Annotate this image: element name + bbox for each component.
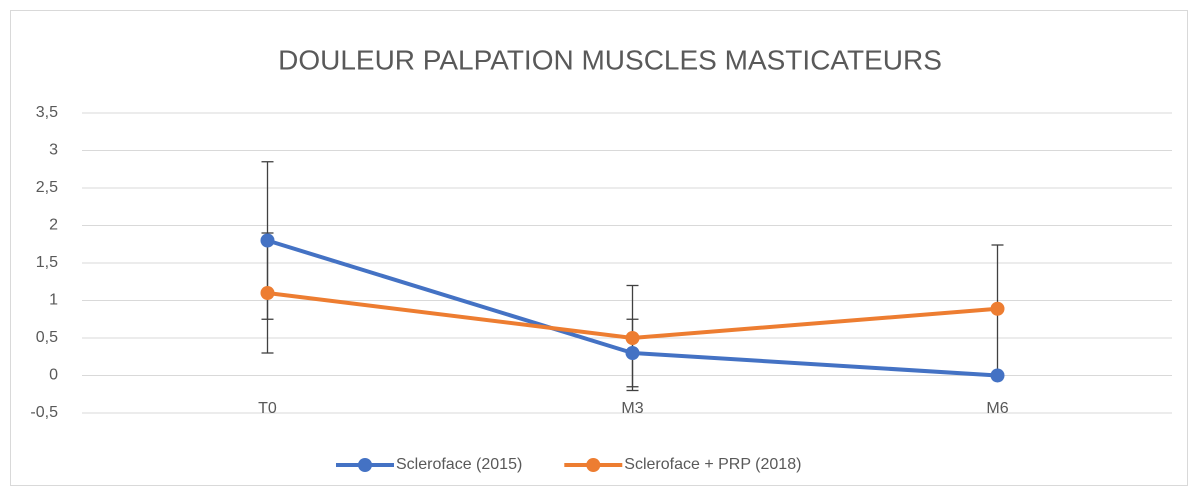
marker (260, 286, 275, 300)
marker (625, 346, 640, 360)
legend-marker (358, 458, 372, 472)
marker (990, 368, 1005, 383)
y-tick-label: 3 (49, 142, 58, 159)
y-tick-label: 1 (49, 292, 58, 309)
marker (260, 233, 275, 248)
y-tick-label: 2,5 (36, 179, 58, 196)
y-tick-label: 3,5 (36, 104, 58, 121)
chart-title: DOULEUR PALPATION MUSCLES MASTICATEURS (278, 44, 942, 75)
x-tick-label: M3 (621, 400, 643, 417)
chart-border (10, 10, 1188, 486)
legend-label: Scleroface + PRP (2018) (624, 456, 801, 473)
marker (990, 301, 1005, 316)
x-tick-label: M6 (986, 400, 1008, 417)
legend-label: Scleroface (2015) (396, 456, 522, 473)
marker (625, 331, 640, 345)
y-tick-label: 2 (49, 217, 58, 234)
y-tick-label: -0,5 (30, 404, 58, 421)
x-tick-label: T0 (258, 400, 277, 417)
y-tick-label: 0 (49, 367, 58, 384)
y-tick-label: 1,5 (36, 254, 58, 271)
legend-marker (586, 458, 601, 472)
y-tick-label: 0,5 (36, 329, 58, 346)
